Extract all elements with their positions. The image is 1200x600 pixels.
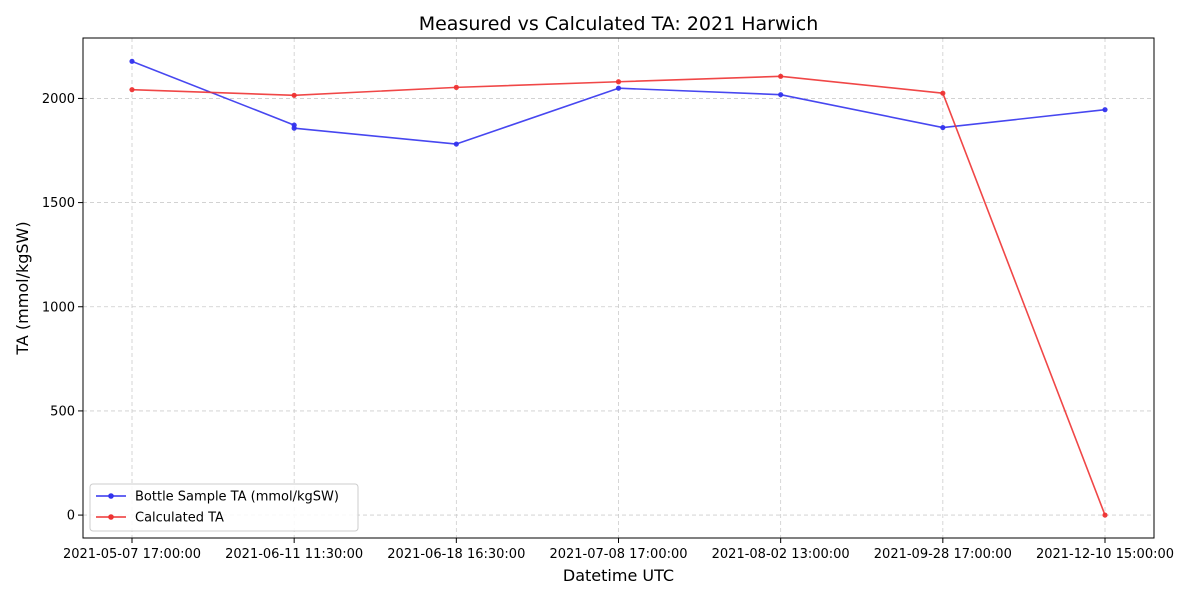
series-line [131, 75, 1106, 516]
data-point [129, 87, 135, 93]
data-point [615, 79, 622, 85]
x-tick-label: 2021-06-11 11:30:00 [225, 547, 363, 562]
legend-label-bottle: Bottle Sample TA (mmol/kgSW) [135, 490, 339, 505]
x-axis-label: Datetime UTC [563, 566, 674, 585]
legend-marker-bottle [108, 493, 114, 499]
x-tick-label: 2021-06-18 16:30:00 [387, 547, 525, 562]
y-tick-label: 500 [50, 404, 75, 419]
tick-layer: 2021-05-07 17:00:00 2021-06-11 11:30:00 20… [42, 92, 1174, 562]
x-tick-label: 2021-12-10 15:00:00 [1036, 547, 1174, 562]
x-tick-label: 2021-05-07 17:00:00 [63, 547, 201, 562]
legend: Bottle Sample TA (mmol/kgSW) Calculated … [89, 483, 359, 532]
grid-layer [83, 38, 1154, 538]
legend-box [89, 483, 359, 532]
data-point [615, 85, 622, 91]
data-point [778, 92, 784, 98]
series-1 [129, 73, 1108, 518]
legend-label-calculated: Calculated TA [135, 511, 224, 526]
data-point [291, 125, 297, 131]
data-point [778, 73, 784, 79]
data-point [453, 84, 459, 90]
series-layer [129, 58, 1108, 518]
y-tick-label: 1500 [42, 196, 75, 211]
data-point [940, 124, 946, 131]
x-tick-label: 2021-08-02 13:00:00 [712, 547, 850, 562]
chart-title: Measured vs Calculated TA: 2021 Harwich [419, 13, 819, 35]
y-axis-label: TA (mmol/kgSW) [13, 221, 32, 355]
data-point [453, 141, 459, 147]
data-point [1102, 107, 1108, 113]
y-tick-label: 0 [67, 509, 75, 524]
x-tick-label: 2021-09-28 17:00:00 [874, 547, 1012, 562]
x-tick-label: 2021-07-08 17:00:00 [549, 547, 687, 562]
legend-marker-calculated [108, 514, 114, 520]
plot-frame [82, 37, 1155, 539]
data-point [940, 90, 946, 96]
y-tick-label: 2000 [42, 92, 75, 107]
data-point [129, 58, 135, 64]
data-point [1102, 512, 1108, 518]
data-point [291, 92, 297, 98]
y-tick-label: 1000 [42, 300, 75, 315]
series-0 [129, 58, 1108, 147]
